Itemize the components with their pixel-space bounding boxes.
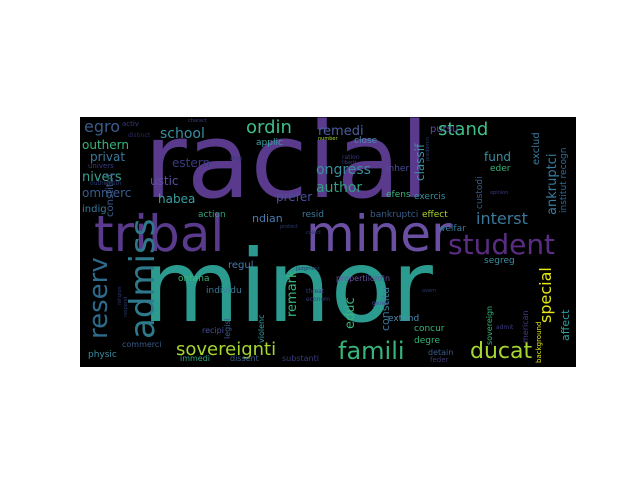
word-miner: miner: [306, 205, 452, 263]
word-threat: threat: [306, 288, 325, 295]
word-charact: charact: [188, 118, 207, 124]
word-privat: privat: [90, 150, 126, 164]
word-exercis: exercis: [414, 192, 446, 202]
word-ducat: ducat: [470, 339, 533, 364]
word-racial: racial: [144, 117, 430, 222]
word-commerci: commerci: [122, 340, 162, 349]
word-substanti: substanti: [282, 354, 319, 363]
word-prefer: prefer: [276, 190, 313, 204]
word-feder: feder: [430, 356, 449, 364]
word-regul: regul: [228, 260, 254, 271]
word-inher: inher: [386, 164, 410, 174]
word-distinct: distinct: [128, 132, 151, 139]
word-eder: eder: [490, 164, 511, 174]
word-institut-recogn: institut recogn: [559, 147, 569, 213]
word-ommerc: ommerc: [82, 186, 132, 200]
word-singl: singl: [230, 156, 242, 162]
word-concur: concur: [414, 324, 445, 334]
word-immedi: immedi: [180, 354, 211, 363]
word-sovereignti: sovereignti: [176, 339, 277, 360]
word-violenc: violenc: [257, 314, 266, 343]
word-resid: resid: [302, 210, 324, 220]
word-ongress: ongress: [316, 162, 371, 178]
word-nivers: nivers: [82, 170, 122, 185]
word-respond: respond: [123, 296, 129, 317]
word-constitu: constitu: [379, 286, 392, 331]
word-cloud: minor racial tribal miner admiss student…: [80, 117, 576, 367]
word-egro: egro: [84, 117, 121, 136]
word-colect: colect: [306, 230, 321, 236]
word-outhern: outhern: [82, 138, 129, 152]
word-habea: habea: [158, 192, 196, 206]
word-merican: merican: [521, 310, 530, 343]
word-gener: gener: [372, 300, 390, 307]
word-pursu: pursu: [430, 124, 459, 135]
word-author: author: [316, 180, 363, 196]
word-welfar: welfar: [438, 224, 466, 234]
word-degre: degre: [414, 336, 441, 346]
word-special: special: [536, 267, 555, 323]
word-number: number: [318, 136, 338, 142]
word-close: close: [354, 136, 378, 146]
word-recipi: recipi: [202, 326, 224, 335]
word-econom: econom: [306, 296, 330, 303]
word-ordin: ordin: [246, 117, 292, 138]
word-effect: effect: [422, 210, 448, 220]
word-remedi: remedi: [318, 124, 364, 139]
word-liberti: liberti: [342, 160, 357, 166]
word-fund: fund: [484, 150, 512, 164]
word-indig: indig: [82, 204, 107, 215]
word-univers: univers: [88, 162, 114, 170]
word-outhwesth: outhwesth: [90, 180, 122, 187]
word-bankruptci: bankruptci: [370, 210, 419, 220]
word-dissent: dissent: [230, 354, 259, 363]
word-ankruptci: ankruptci: [545, 153, 560, 215]
word-protect: protect: [280, 224, 298, 230]
word-extend: extend: [388, 314, 420, 324]
word-interst: interst: [476, 209, 528, 228]
word-action: action: [198, 210, 226, 220]
word-applic: applic: [256, 138, 283, 148]
word-ration: ration: [342, 154, 360, 161]
word-admit: admit: [496, 324, 514, 331]
word-school: school: [160, 126, 205, 142]
word-individu: individu: [206, 286, 242, 296]
word-affect: affect: [559, 309, 572, 341]
word-propertiionfin: propertiionfin: [336, 274, 391, 283]
word-admiss: admiss: [123, 218, 163, 339]
word-exclud: exclud: [531, 132, 542, 165]
word-reserv: reserv: [84, 257, 114, 339]
word-physic: physic: [88, 350, 117, 360]
word-background: background: [535, 321, 543, 363]
word-remark: remark: [285, 270, 300, 317]
word-ndian: ndian: [252, 212, 283, 225]
word-stand: stand: [438, 119, 489, 140]
word-estern: estern: [172, 156, 211, 170]
word-activ: activ: [122, 120, 139, 128]
word-predomin: predomin: [425, 137, 431, 161]
word-student: student: [448, 228, 556, 261]
word-sovereign: sovereign: [485, 305, 494, 345]
word-segreg: segreg: [484, 256, 515, 266]
word-famili: famili: [338, 337, 405, 365]
word-educ: educ: [343, 297, 358, 329]
word-judgment: judgment: [296, 266, 320, 272]
word-detain: detain: [428, 348, 454, 357]
word-efens: efens: [386, 190, 411, 200]
word-ontana: ontana: [178, 274, 210, 284]
word-opinion: opinion: [490, 190, 509, 196]
word-tribal: tribal: [94, 205, 225, 263]
word-minor: minor: [142, 228, 433, 345]
word-legisl: legisl: [223, 318, 232, 339]
word-custodi: custodi: [475, 176, 485, 209]
word-ustic: ustic: [150, 174, 179, 188]
word-overn: overn: [422, 288, 437, 294]
